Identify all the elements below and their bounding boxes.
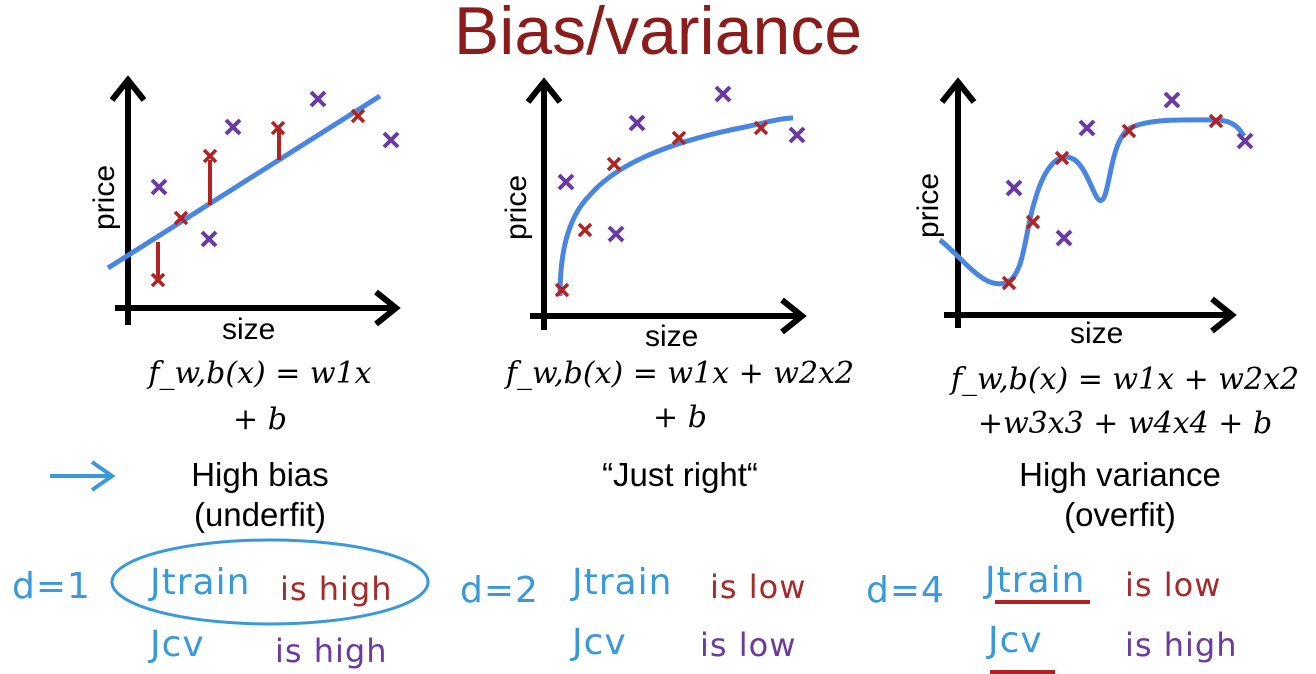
panel1-formula-line2: + b [233,402,287,437]
panel3-formula-line1: f_w,b(x) = w1x + w2x2 [950,362,1300,397]
panel2-formula-line2: + b [653,400,707,435]
panel2-jcv: Jcv [572,622,627,663]
panel3-jtrain: Jtrain [985,560,1086,601]
panel2-axes [525,77,807,335]
panel2-jcv-status: is low [700,626,797,664]
panel3-jcv: Jcv [988,620,1043,661]
panel1-jtrain-status: is high [280,570,393,608]
pointer-arrow-icon [50,460,116,492]
panel3-purple-crosses [1005,91,1254,247]
panel1-caption-line2: (underfit) [193,496,327,533]
panel1-xlabel: size [222,313,276,346]
panel2-degree: d=2 [460,570,539,611]
panel1-degree: d=1 [12,566,91,607]
panel3-formula-line2: +w3x3 + w4x4 + b [977,406,1273,441]
panel1-red-crosses [150,108,366,288]
panel2-red-crosses [554,120,769,298]
panel3-axes [939,77,1237,334]
panel1-formula-line1: f_w,b(x) = w1x [148,356,372,391]
panel1-axes [109,75,401,327]
panel3-degree: d=4 [866,570,945,611]
panel2-jtrain-status: is low [710,568,807,606]
panel2-ylabel: price [500,174,533,240]
panel1-purple-crosses [150,90,400,248]
panel3-xlabel: size [1070,317,1124,350]
panel1-fit-line [106,93,382,271]
panel3-jtrain-status: is low [1125,566,1222,604]
panel2-xlabel: size [645,320,699,353]
panel1-residuals [156,128,281,280]
panel2-purple-crosses [557,85,806,243]
panel1-jcv: Jcv [150,624,205,665]
panel2-fit-curve [557,115,794,297]
panel3-ylabel: price [912,172,945,238]
highlight-circle [110,538,430,626]
panel1-caption-line1: High bias [191,456,329,493]
panel2-formula-line1: f_w,b(x) = w1x + w2x2 [505,356,855,391]
panel3-caption-line2: (overfit) [1064,496,1176,533]
panel3-red-crosses [1001,113,1224,291]
panel3-fit-curve [938,117,1247,287]
panel2-caption-line1: “Just right“ [602,456,758,493]
panel1-jtrain: Jtrain [150,562,251,603]
panel3-caption-line1: High variance [1019,456,1221,493]
panel1-jcv-status: is high [275,632,388,670]
panel3-jcv-status: is high [1125,626,1238,664]
panel1-ylabel: price [88,164,121,230]
page-title: Bias/variance [453,0,863,69]
panel2-jtrain: Jtrain [572,562,673,603]
